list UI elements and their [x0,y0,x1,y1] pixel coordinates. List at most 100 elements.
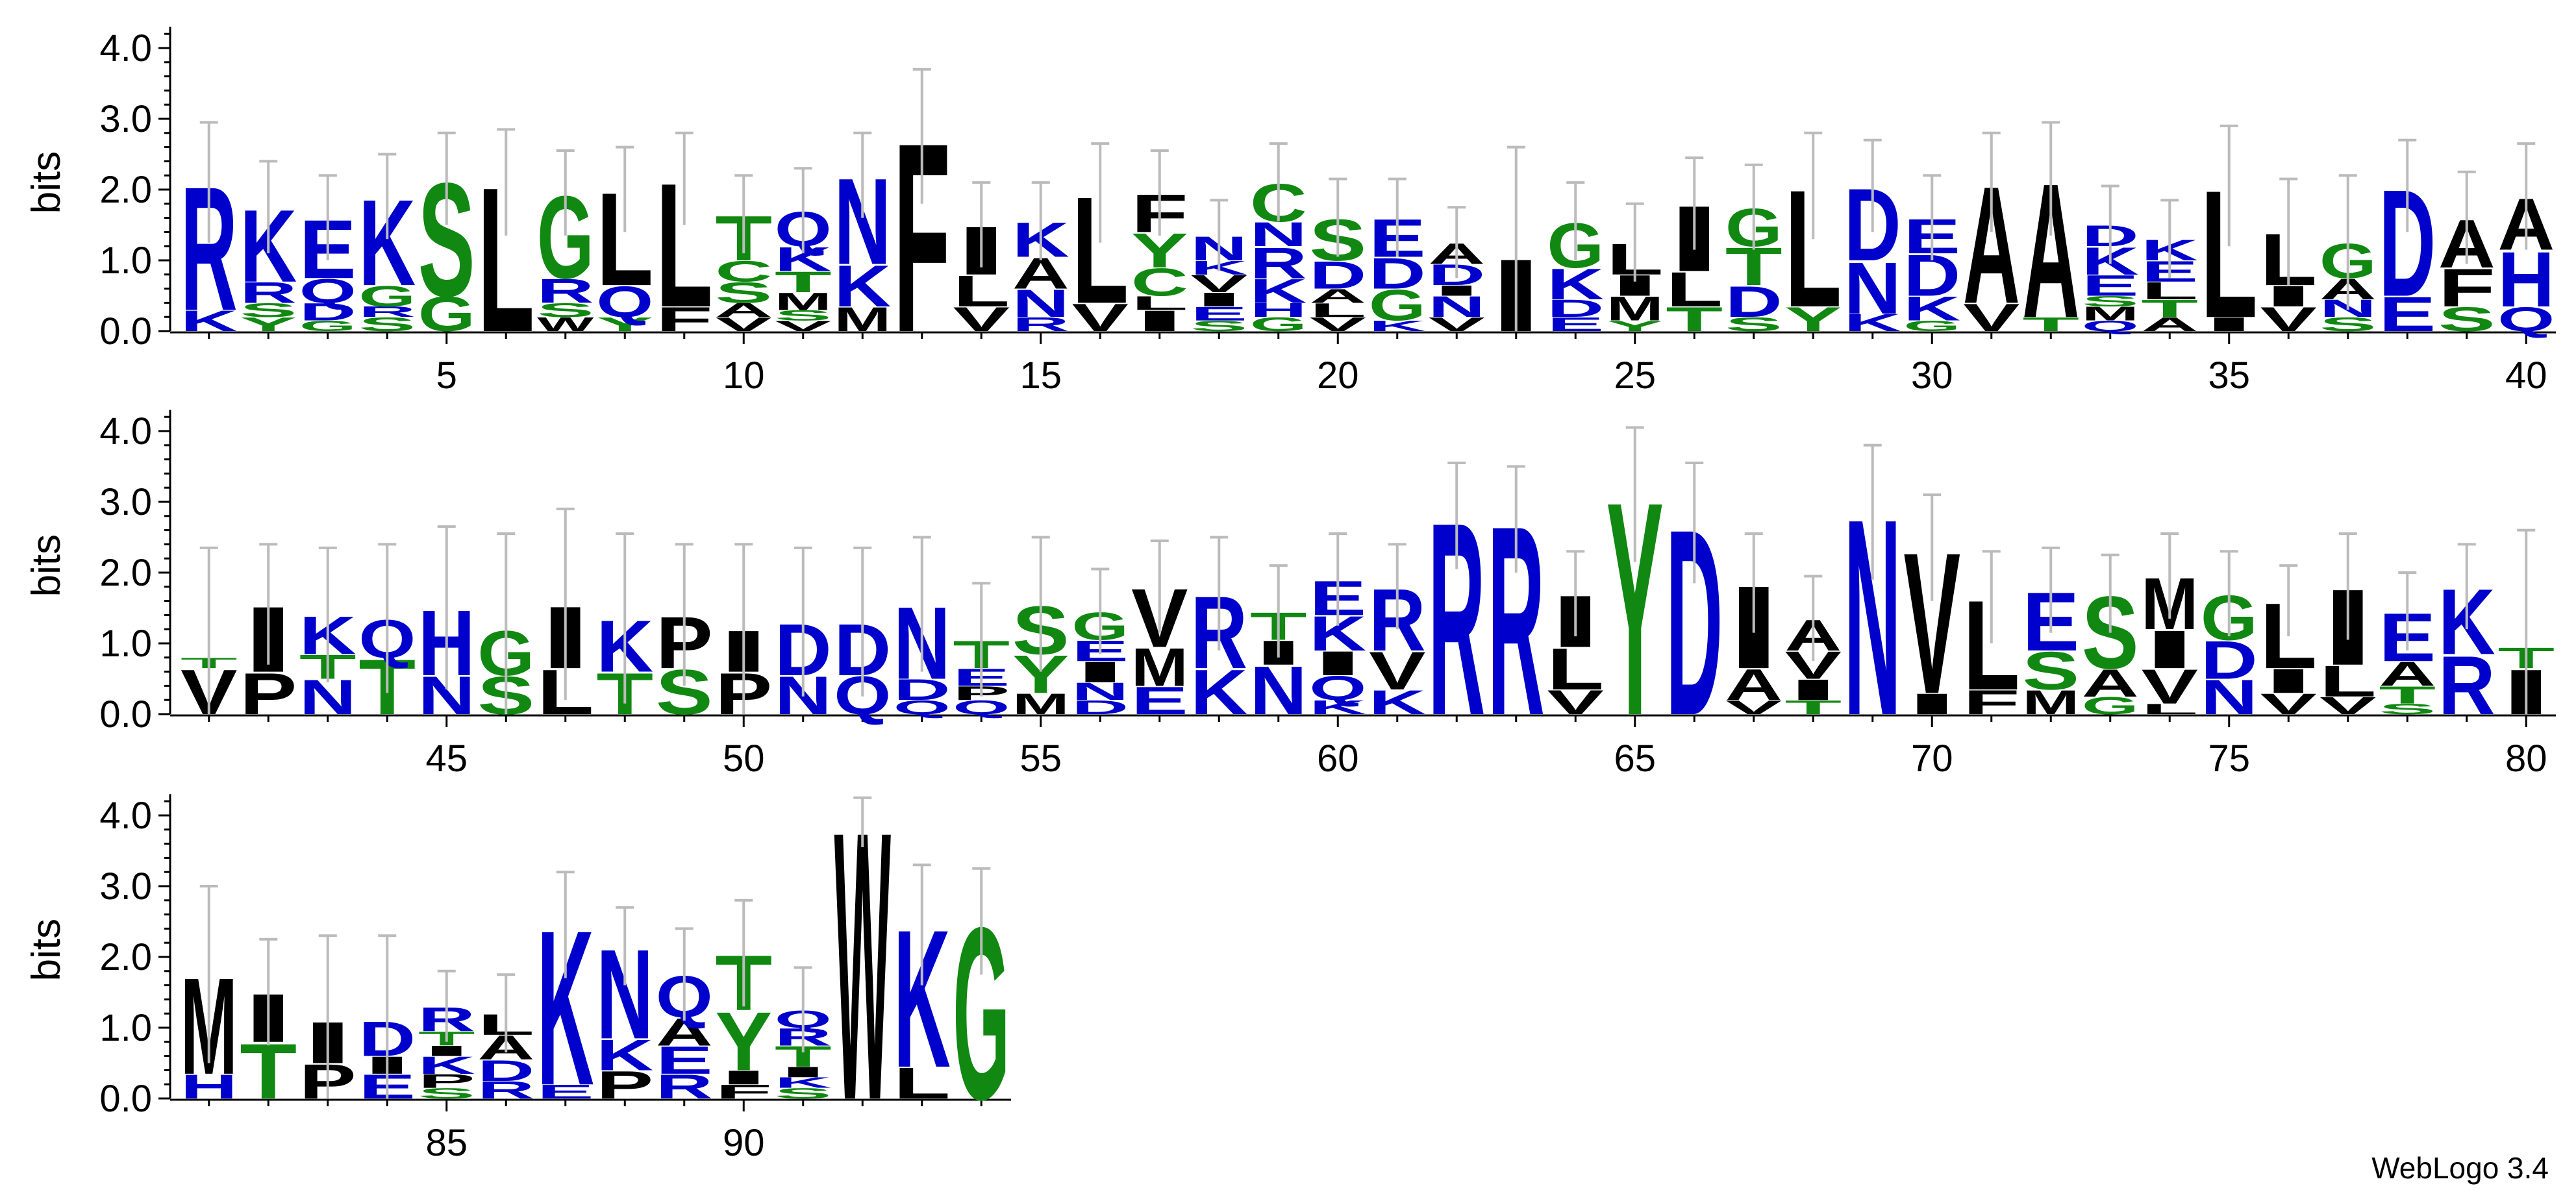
logo-stack: PI [715,543,772,726]
logo-letter: F [2438,258,2495,318]
error-bar [2457,543,2476,630]
error-bar [2338,174,2357,310]
logo-stack: NDG [2201,550,2258,725]
logo-stack: VIL [2260,177,2317,339]
logo-letter: S [240,299,297,321]
error-bar [2101,184,2120,264]
error-bar [1329,177,1347,257]
error-bar [1150,539,1169,633]
logo-stack: MSE [2022,546,2079,722]
logo-stack: FL [1963,550,2020,721]
x-tick-label: 90 [723,1122,765,1164]
logo-stack: EID [358,934,416,1106]
logo-letter: V [775,317,832,334]
logo-letter: Y [240,314,297,336]
error-bar [1744,532,1763,633]
error-bar [1566,550,1585,637]
logo-letter: K [1369,317,1426,334]
logo-letter: K [1547,259,1604,308]
error-bar [1685,156,1704,250]
logo-letter: N [1428,291,1485,323]
error-bar [1982,131,2001,232]
logo-letter: A [2141,314,2198,336]
error-bar [2279,564,2298,637]
error-bar [1507,465,1525,573]
logo-letter: G [2082,692,2139,719]
error-bar [259,160,278,254]
x-tick-label: 45 [425,738,468,780]
logo-letter: I [2141,619,2198,680]
logo-letter: S [2082,293,2139,309]
error-bar [912,863,931,985]
logo-letter: R [537,271,594,310]
logo-letter: S [775,1085,832,1102]
logo-letter: V [2260,688,2317,721]
error-bar [259,937,278,1046]
logo-stack: TA [2022,121,2079,358]
logo-letter: L [2141,700,2198,717]
logo-letter: S [2379,701,2436,717]
logo-stack: QD [834,546,891,726]
logo-letter: V [1429,314,1485,336]
y-tick-label: 1.0 [99,240,152,282]
logo-letter: F [1963,683,2020,721]
logo-letter: K [1250,271,1307,310]
logo-stack: W [834,751,892,1180]
y-tick-label: 2.0 [99,936,152,978]
logo-letter: I [1784,673,1842,706]
logo-letter: T [775,266,832,299]
error-bar [437,131,456,225]
logo-letter: P [418,1071,475,1093]
y-axis-title: bits [24,151,69,214]
y-axis-title: bits [24,534,69,597]
logo-stack: R [1428,462,1485,773]
logo-letter: I [2260,662,2317,700]
logo-letter: I [1190,288,1247,310]
y-tick-label: 4.0 [99,795,152,837]
logo-stack: VLI [953,181,1010,339]
logo-stack: QDN [894,536,951,719]
logo-letter: Q [2497,300,2555,338]
error-bar [1031,181,1050,260]
error-bar [2160,199,2179,279]
y-tick-label: 2.0 [99,169,152,211]
logo-stack: IL [2201,124,2258,356]
x-tick-label: 20 [1317,354,1359,397]
logo-stack: YQL [596,145,653,336]
logo-letter: A [2379,654,2436,693]
logo-letter: E [2379,287,2436,342]
logo-letter: A [1725,660,1782,710]
x-tick-label: 10 [723,354,765,397]
logo-stack: SP [656,543,713,728]
logo-letter: R [2438,639,2495,732]
error-bar [1388,177,1407,257]
logo-letter: E [1131,678,1188,723]
logo-letter: W [537,314,594,336]
error-bar [1269,142,1288,222]
logo-stack: NIT [1250,564,1307,729]
logo-stack: RK [2438,543,2495,732]
logo-letter: D [894,674,951,706]
error-bar [2457,170,2476,264]
logo-letter: Q [2082,318,2139,334]
logo-letter: V [1547,683,1604,721]
logo-letter: K [596,1030,653,1080]
error-bar [437,969,456,1042]
y-tick-label: 2.0 [99,552,152,594]
logo-letter: M [2022,683,2079,722]
logo-letter: Q [894,697,951,719]
logo-stack: KR [181,121,238,347]
logo-letter: S [2320,314,2377,336]
logo-stack: R [1488,465,1545,771]
